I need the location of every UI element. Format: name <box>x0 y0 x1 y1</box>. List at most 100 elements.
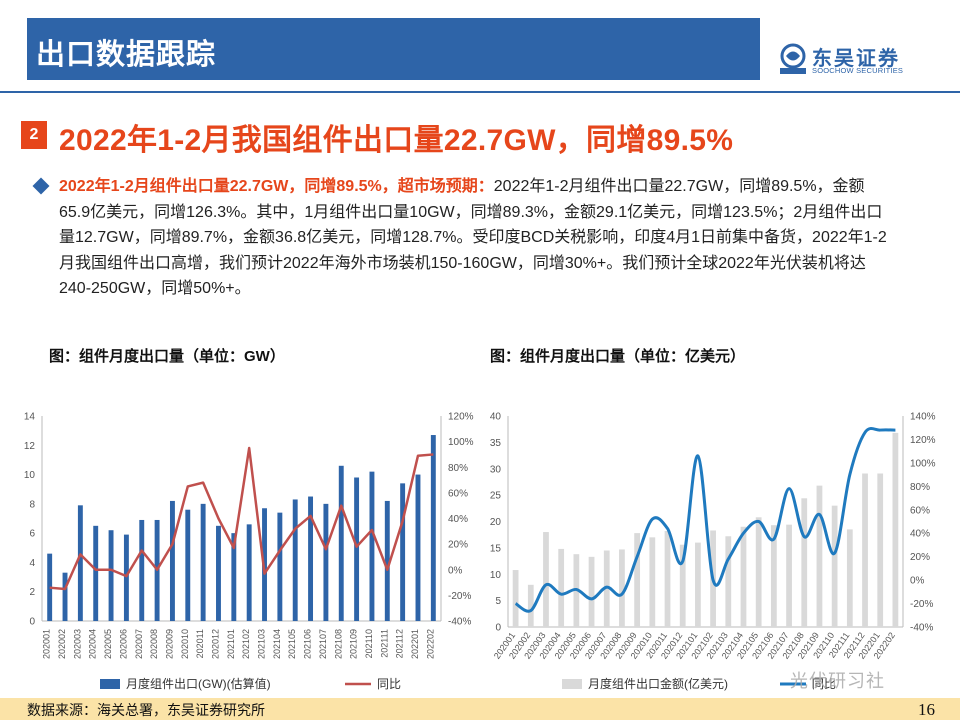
x-tick-label: 202106 <box>303 629 313 659</box>
bar <box>543 532 549 627</box>
x-tick-label: 202005 <box>103 629 113 659</box>
bar <box>862 473 868 627</box>
bar <box>649 537 656 627</box>
bar <box>200 503 206 621</box>
watermark: 光伏研习社 <box>790 671 885 691</box>
x-tick-label: 202103 <box>257 629 267 659</box>
right-tick-label: 100% <box>910 458 936 469</box>
bar <box>619 549 625 627</box>
section-number-badge: 2 <box>21 121 47 149</box>
right-tick-label: 60% <box>448 488 468 499</box>
bar <box>308 496 314 621</box>
bar <box>139 519 145 621</box>
x-tick-label: 202001 <box>42 629 52 659</box>
x-tick-label: 202108 <box>333 629 343 659</box>
bar <box>246 524 252 621</box>
soochow-logo-icon <box>780 43 806 74</box>
bar <box>185 509 191 621</box>
right-tick-label: 100% <box>448 437 474 448</box>
left-tick-label: 6 <box>29 529 35 540</box>
bar <box>93 525 99 621</box>
right-tick-label: 20% <box>448 540 468 551</box>
right-tick-label: -20% <box>910 599 933 610</box>
bar <box>384 500 390 621</box>
bar <box>603 550 610 627</box>
x-tick-label: 202111 <box>379 629 389 658</box>
left-tick-label: 35 <box>490 438 502 449</box>
left-tick-label: 12 <box>24 441 36 452</box>
x-tick-label: 202102 <box>241 629 251 659</box>
x-tick-label: 202101 <box>226 629 236 659</box>
right-chart-caption: 图：组件月度出口量（单位：亿美元） <box>490 348 746 365</box>
bar <box>664 530 671 627</box>
left-tick-label: 15 <box>490 543 502 554</box>
right-tick-label: 40% <box>910 529 930 540</box>
left-tick-label: 10 <box>490 570 502 581</box>
bar <box>558 548 565 627</box>
bar <box>725 536 732 627</box>
right-tick-label: 140% <box>910 412 936 423</box>
x-tick-label: 202110 <box>364 629 374 658</box>
bar <box>216 525 221 621</box>
x-tick-label: 202007 <box>134 629 144 659</box>
left-tick-label: 10 <box>24 470 36 481</box>
left-tick-label: 14 <box>24 412 36 423</box>
bar <box>816 485 823 627</box>
legend-label-line: 同比 <box>377 677 401 691</box>
right-tick-label: 80% <box>910 482 930 493</box>
right-tick-label: -40% <box>448 617 471 628</box>
x-tick-label: 202004 <box>88 629 98 659</box>
diamond-bullet-icon <box>32 177 50 195</box>
right-tick-label: 80% <box>448 463 468 474</box>
bar <box>801 498 808 627</box>
bar <box>588 556 595 627</box>
bar <box>786 524 792 627</box>
right-tick-label: -20% <box>448 591 471 602</box>
left-tick-label: 25 <box>490 491 502 502</box>
legend-swatch-bar <box>562 679 582 689</box>
x-tick-label: 202109 <box>349 629 359 659</box>
x-tick-label: 202011 <box>195 629 205 658</box>
x-tick-label: 202104 <box>272 629 282 659</box>
x-tick-label: 202008 <box>149 629 159 659</box>
footer-bar <box>0 698 960 720</box>
bar <box>62 572 68 621</box>
right-tick-label: 20% <box>910 552 930 563</box>
right-tick-label: 60% <box>910 505 930 516</box>
header-bar <box>27 18 760 80</box>
bar <box>77 505 83 621</box>
data-source-note: 数据来源：海关总署，东吴证券研究所 <box>27 702 265 718</box>
legend-label-bar: 月度组件出口(GW)(估算值) <box>126 676 271 691</box>
bar <box>679 544 686 627</box>
bar <box>740 526 747 627</box>
legend-label-bar: 月度组件出口金额(亿美元) <box>588 676 728 691</box>
page-number: 16 <box>918 700 935 719</box>
page-title: 出口数据跟踪 <box>36 39 217 71</box>
left-tick-label: 30 <box>490 464 502 475</box>
logo-text-en: SOOCHOW SECURITIES <box>812 66 904 75</box>
bar <box>695 542 701 627</box>
left-chart-caption: 图：组件月度出口量（单位：GW） <box>49 348 285 365</box>
bar <box>231 533 237 621</box>
right-tick-label: 120% <box>910 435 936 446</box>
x-tick-label: 202002 <box>57 629 67 659</box>
left-tick-label: 8 <box>29 499 35 510</box>
section-headline: 2022年1-2月我国组件出口量22.7GW，同增89.5% <box>59 124 734 157</box>
left-export-volume-chart: 0 2 4 6 8 10 12 14 -40% -20% 0% 20% 40% 60% 80% 100% 120… <box>24 412 474 692</box>
x-tick-label: 202202 <box>425 629 435 659</box>
legend-swatch-bar <box>100 679 120 689</box>
summary-text: 2022年1-2月组件出口量22.7GW，同增89.5%，金额65.9亿美元，同… <box>59 178 887 297</box>
bar <box>892 432 899 627</box>
right-tick-label: 0% <box>448 565 463 576</box>
x-tick-label: 202010 <box>180 629 190 659</box>
yoy-series-line <box>514 427 896 613</box>
left-tick-label: 2 <box>29 587 35 598</box>
right-tick-label: 120% <box>448 412 474 423</box>
left-tick-label: 0 <box>29 617 35 628</box>
bar <box>47 553 53 621</box>
bar <box>369 471 375 621</box>
bar <box>108 530 114 621</box>
left-tick-label: 40 <box>490 412 502 423</box>
yoy-series-line <box>49 446 434 591</box>
